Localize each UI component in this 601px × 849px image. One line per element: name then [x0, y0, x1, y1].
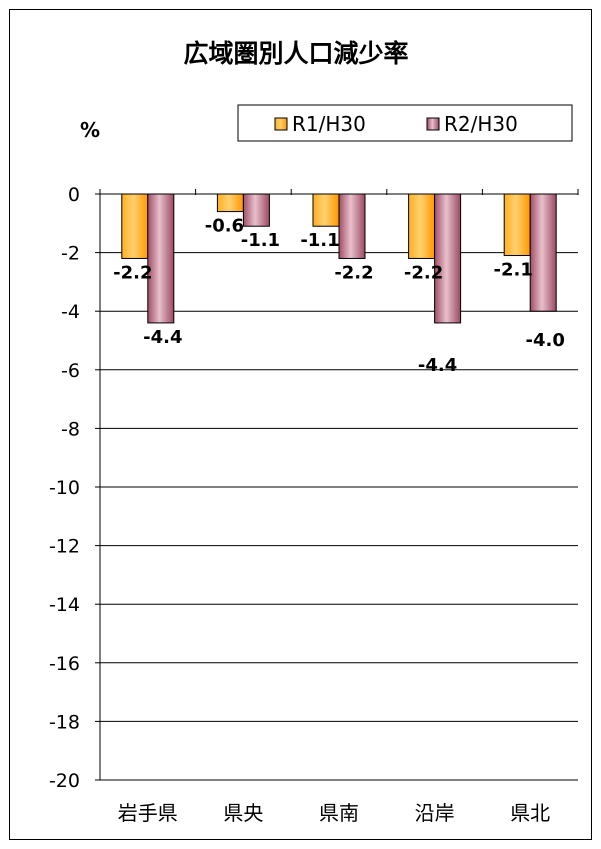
y-axis-ticks: 0 -2 -4 -6 -8 -10 -12 -14 -16 -18 -20 — [49, 184, 100, 792]
bars — [121, 193, 557, 324]
data-label: -2.2 — [404, 262, 443, 283]
x-tick-label: 県南 — [319, 801, 359, 825]
bar-r2-0 — [147, 193, 175, 324]
y-tick-label: -6 — [61, 360, 80, 382]
legend: R1/H30 R2/H30 — [237, 104, 573, 142]
x-tick-label: 沿岸 — [415, 801, 455, 825]
y-tick-label: -16 — [49, 653, 80, 675]
x-tick-label: 県央 — [223, 801, 263, 825]
x-tick-label: 県北 — [510, 801, 550, 825]
data-label: -4.4 — [143, 327, 182, 348]
data-label: -2.2 — [334, 262, 373, 283]
legend-box — [237, 104, 573, 142]
y-tick-label: -20 — [49, 770, 80, 792]
y-unit-label: % — [80, 118, 100, 142]
x-tick-label: 岩手県 — [118, 801, 178, 825]
data-label: -4.0 — [526, 330, 565, 351]
y-tick-label: -14 — [49, 594, 80, 616]
y-tick-label: -8 — [61, 418, 80, 440]
legend-label-r2: R2/H30 — [444, 112, 518, 136]
y-tick-label: 0 — [68, 184, 80, 206]
bar-r2-1 — [242, 193, 270, 227]
legend-swatch-r1 — [274, 117, 288, 131]
axes — [99, 189, 579, 781]
bar-r2-4 — [529, 193, 557, 312]
data-labels: -2.2-0.6-1.1-2.2 -2.1-4.4-1.1-2.2-4.4-4.0 — [113, 216, 565, 376]
bar-r1-3 — [408, 193, 436, 259]
y-tick-label: -4 — [61, 301, 80, 323]
legend-swatch-r2 — [426, 117, 440, 131]
y-tick-label: -2 — [61, 243, 80, 265]
data-label: -2.2 — [113, 262, 152, 283]
data-label: -1.1 — [300, 230, 339, 251]
bar-r2-2 — [338, 193, 366, 259]
chart-frame — [9, 9, 592, 840]
data-label: -0.6 — [205, 216, 244, 237]
data-label: -1.1 — [241, 230, 280, 251]
legend-label-r1: R1/H30 — [292, 112, 366, 136]
bar-r1-4 — [503, 193, 531, 257]
bar-r1-1 — [216, 193, 244, 213]
y-tick-label: -12 — [49, 536, 80, 558]
bar-r1-2 — [312, 193, 340, 227]
y-tick-label: -10 — [49, 477, 80, 499]
bar-r1-0 — [121, 193, 149, 259]
bar-r2-3 — [434, 193, 462, 324]
data-label: -4.4 — [418, 355, 457, 376]
y-tick-label: -18 — [49, 711, 80, 733]
chart-title: 広域圏別人口減少率 — [183, 39, 408, 68]
data-label: -2.1 — [494, 260, 533, 281]
x-axis-ticks: 岩手県 県央 県南 沿岸 県北 — [118, 801, 550, 825]
